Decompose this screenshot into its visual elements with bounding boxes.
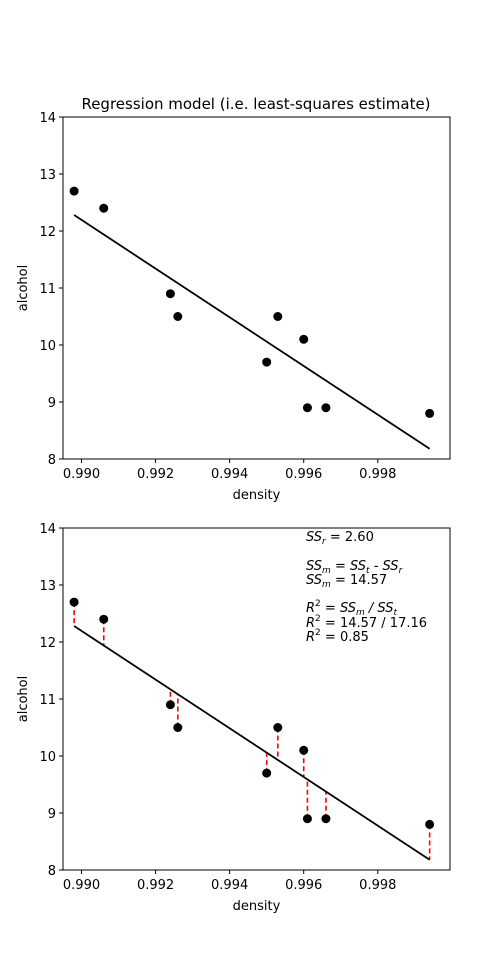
y-tick-label: 8: [48, 864, 56, 879]
ssr-text: SSr = 2.60: [306, 530, 374, 547]
x-tick-label: 0.990: [63, 878, 100, 893]
y-tick-label: 14: [39, 522, 56, 537]
y-tick-label: 13: [39, 168, 56, 183]
data-point: [69, 597, 79, 607]
x-tick-label: 0.992: [137, 467, 174, 482]
data-point: [425, 408, 435, 418]
y-tick-label: 11: [39, 282, 56, 297]
y-tick-label: 9: [48, 807, 56, 822]
data-point: [299, 334, 309, 344]
x-tick-label: 0.994: [211, 878, 248, 893]
x-tick-label: 0.996: [285, 878, 322, 893]
data-point: [262, 768, 272, 778]
data-point: [165, 700, 175, 710]
data-point: [262, 357, 272, 367]
x-tick-label: 0.998: [359, 878, 396, 893]
x-tick-label: 0.998: [359, 467, 396, 482]
data-point: [173, 723, 183, 732]
plot-area: 0.990 0.992 0.994 0.996 0.998 8 9 10 11 12 13 14 den…: [16, 522, 451, 914]
y-tick-label: 13: [39, 579, 56, 594]
y-tick-label: 9: [48, 396, 56, 411]
x-tick-label: 0.992: [137, 878, 174, 893]
data-point: [273, 723, 283, 732]
data-point: [69, 186, 79, 196]
residuals-chart-bottom: 0.990 0.992 0.994 0.996 0.998 8 9 10 11 12 13 14 den…: [16, 522, 451, 914]
r2-ratio-text: R2 = 14.57 / 17.16: [306, 614, 427, 631]
y-tick-label: 8: [48, 453, 56, 468]
y-tick-label: 12: [39, 636, 56, 651]
x-axis-label: density: [233, 488, 281, 503]
x-axis-label: density: [233, 899, 281, 914]
axes-frame: [62, 527, 451, 871]
y-tick-label: 10: [39, 339, 56, 354]
r2-value-text: R2 = 0.85: [306, 628, 369, 645]
data-point: [321, 814, 331, 824]
data-point: [165, 289, 175, 299]
regression-chart-top: Regression model (i.e. least-squares est…: [16, 95, 451, 503]
x-tick-label: 0.990: [63, 467, 100, 482]
x-tick-label: 0.996: [285, 467, 322, 482]
y-tick-label: 10: [39, 750, 56, 765]
data-point: [173, 312, 183, 321]
y-tick-label: 14: [39, 111, 56, 126]
y-axis-label: alcohol: [16, 265, 31, 311]
y-tick-label: 12: [39, 225, 56, 240]
data-point: [99, 614, 109, 624]
data-point: [425, 819, 435, 829]
y-axis-label: alcohol: [16, 676, 31, 722]
data-point: [302, 814, 312, 824]
data-point: [302, 403, 312, 413]
ssm-definition-text: SSm = SSt - SSr: [306, 559, 404, 576]
regression-line: [73, 214, 431, 450]
r2-definition-text: R2 = SSm / SSt: [306, 599, 397, 618]
chart-title: Regression model (i.e. least-squares est…: [81, 95, 430, 113]
regression-line: [73, 625, 431, 861]
data-point: [299, 745, 309, 755]
axes-frame: [62, 116, 451, 460]
data-point: [321, 403, 331, 413]
data-point: [99, 203, 109, 213]
ssm-value-text: SSm = 14.57: [306, 573, 387, 590]
y-tick-label: 11: [39, 693, 56, 708]
annotation-block: SSr = 2.60 SSm = SSt - SSr SSm = 14.57 R…: [306, 530, 427, 645]
x-tick-label: 0.994: [211, 467, 248, 482]
plot-area: 0.990 0.992 0.994 0.996 0.998 8 9 10 11 12 13 14 den…: [16, 111, 451, 503]
data-point: [273, 312, 283, 321]
